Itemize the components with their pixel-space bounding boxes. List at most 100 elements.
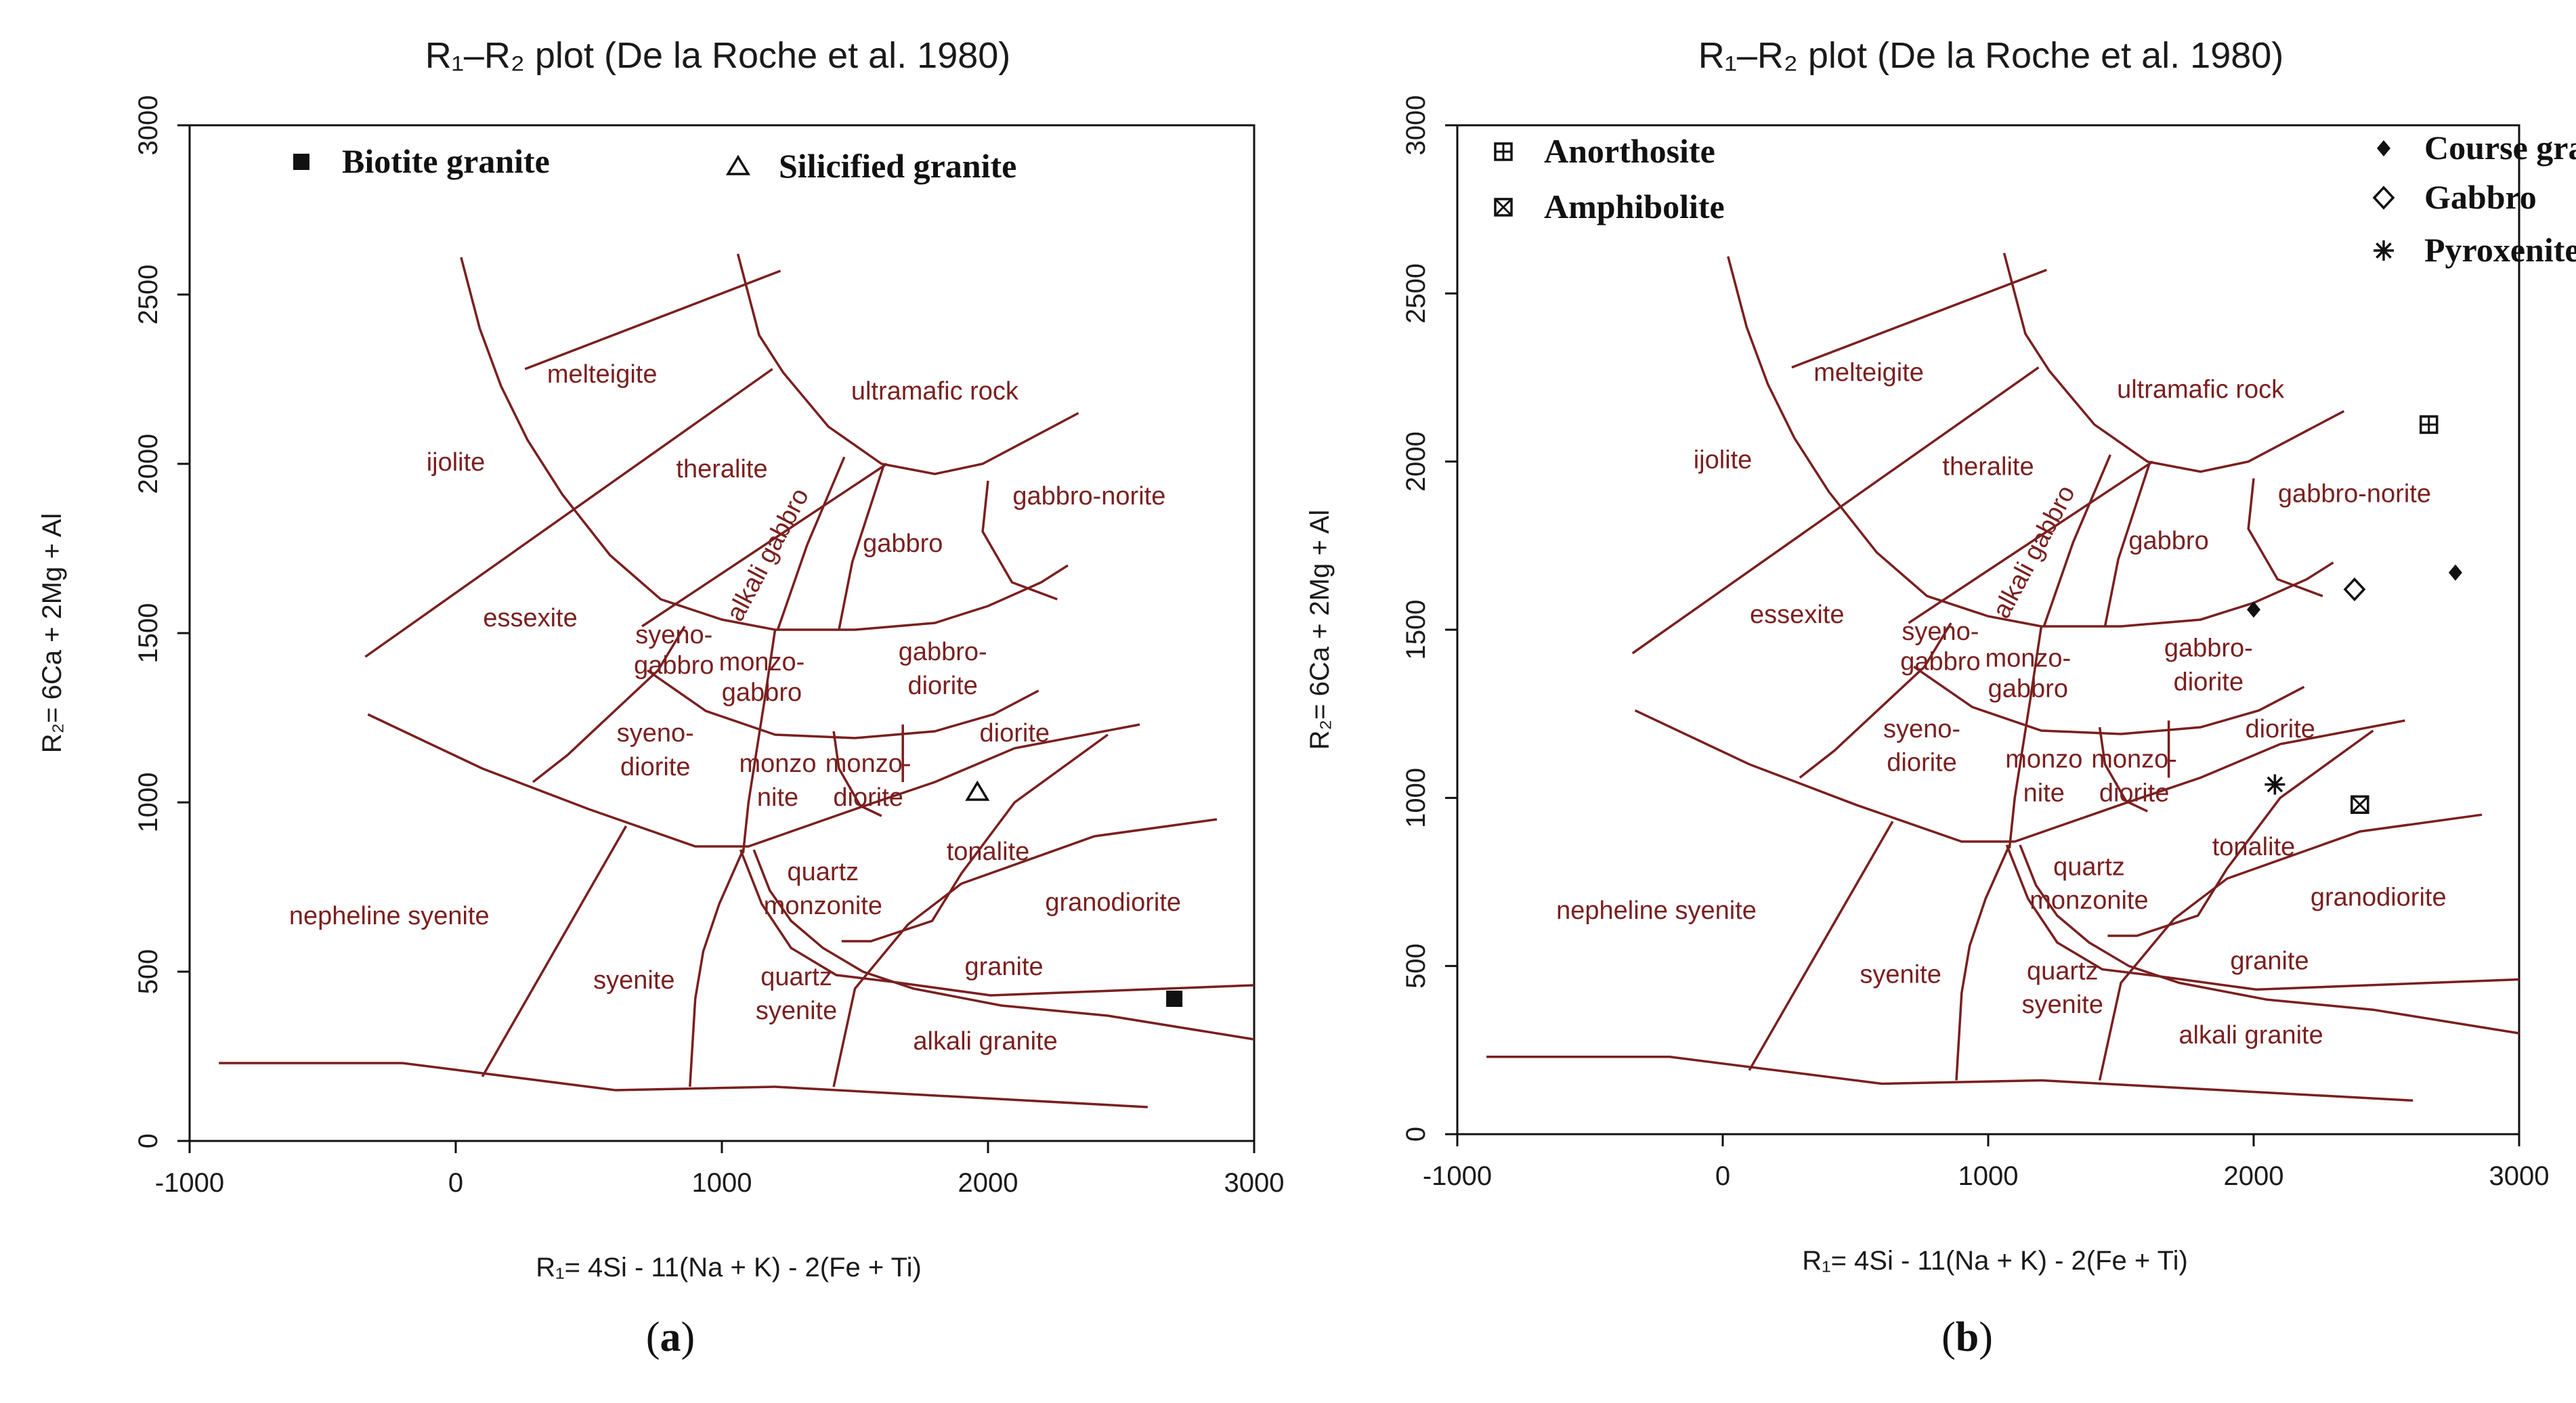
legend-label: Amphibolite xyxy=(1544,188,1725,225)
field-boundary xyxy=(2041,561,2334,628)
x-tick-label: 3000 xyxy=(2489,1161,2550,1191)
field-label: diorite xyxy=(980,719,1050,748)
x-tick-label: 2000 xyxy=(2224,1161,2284,1191)
field-boundary xyxy=(1631,366,2040,655)
legend-label: Anorthosite xyxy=(1544,132,1715,170)
x-tick-label: -1000 xyxy=(155,1168,224,1198)
field-label: monzo xyxy=(739,750,816,778)
x-tick-label: 0 xyxy=(448,1168,463,1198)
data-point xyxy=(965,780,990,801)
legend-label: Biotite granite xyxy=(342,142,550,180)
field-boundary xyxy=(2107,729,2374,937)
field-label: ijolite xyxy=(427,448,486,477)
field-label: nepheline syenite xyxy=(1556,897,1757,925)
field-boundary xyxy=(2005,844,2520,991)
field-label: syeno- xyxy=(1883,715,1960,743)
field-label: syeno- xyxy=(1902,618,1979,646)
data-point xyxy=(2419,415,2439,434)
field-label: granite xyxy=(964,953,1043,981)
field-label: quartz xyxy=(760,963,832,991)
x-tick-label: 1000 xyxy=(1958,1161,2019,1191)
legend-marker xyxy=(1494,198,1513,217)
field-label: diorite xyxy=(620,753,691,781)
field-boundary xyxy=(532,626,686,783)
field-boundary xyxy=(364,368,773,658)
field-label: gabbro xyxy=(722,678,802,707)
field-boundary xyxy=(641,462,888,628)
field-boundary xyxy=(2103,461,2151,627)
field-label: theralite xyxy=(676,455,767,483)
field-label: gabbro xyxy=(634,651,714,680)
legend-label: Silicified granite xyxy=(779,147,1016,185)
panel-label: (b) xyxy=(1941,1314,1993,1360)
field-boundary xyxy=(838,463,886,630)
field-boundary xyxy=(752,849,1255,1041)
x-axis-label: R₁= 4Si - 11(Na + K) - 2(Fe + Ti) xyxy=(536,1253,922,1282)
field-label: syenite xyxy=(756,997,837,1025)
field-label: alkali granite xyxy=(2178,1021,2323,1050)
field-label: granodiorite xyxy=(1045,888,1181,917)
y-tick-label: 1000 xyxy=(1401,768,1431,828)
field-label: alkali granite xyxy=(913,1027,1057,1056)
y-tick-label: 2000 xyxy=(133,434,163,494)
field-boundary xyxy=(481,825,628,1077)
field-label: gabbro xyxy=(863,530,943,558)
field-boundaries xyxy=(219,253,1255,1108)
field-label: theralite xyxy=(1942,453,2034,481)
field-label: ultramafic rock xyxy=(851,377,1019,406)
data-point xyxy=(1166,991,1183,1007)
field-label: syeno- xyxy=(617,719,694,748)
field-label: gabbro- xyxy=(2164,634,2253,663)
legend-label: Course grained Amphibolite xyxy=(2424,129,2576,167)
field-boundary xyxy=(981,480,1058,601)
field-label: quartz xyxy=(2053,853,2125,882)
data-point xyxy=(2343,577,2366,601)
field-label: ultramafic rock xyxy=(2117,375,2285,404)
chart-title: R₁–R₂ plot (De la Roche et al. 1980) xyxy=(425,35,1011,76)
field-boundary xyxy=(2002,253,2345,473)
marker-cross xyxy=(2350,796,2369,814)
field-boundary xyxy=(2247,478,2323,597)
legend-marker xyxy=(1494,142,1513,161)
y-axis-label: R₂= 6Ca + 2Mg + Al xyxy=(37,513,67,754)
field-label: nite xyxy=(2023,779,2065,807)
field-label: nite xyxy=(757,783,798,812)
field-boundary xyxy=(832,818,1218,1087)
y-tick-label: 2500 xyxy=(1401,263,1431,324)
field-label: monzo- xyxy=(2091,746,2177,774)
legend-marker xyxy=(725,154,751,175)
panel-b: R₁–R₂ plot (De la Roche et al. 1980) -100… xyxy=(1305,35,2576,1360)
x-tick-label: -1000 xyxy=(1423,1161,1492,1191)
y-tick-label: 1500 xyxy=(1401,600,1431,660)
field-label: gabbro-norite xyxy=(2278,479,2431,508)
field-boundary xyxy=(1908,460,2153,624)
y-tick-label: 2000 xyxy=(1401,431,1431,492)
field-boundary xyxy=(1791,268,2047,369)
legend-marker xyxy=(2372,186,2395,210)
field-boundary xyxy=(742,629,777,854)
field-label: quartz xyxy=(788,858,859,886)
field-boundary xyxy=(1799,622,1952,779)
field-label: monzo- xyxy=(825,750,911,778)
marker-cross xyxy=(1495,144,1511,160)
field-boundary xyxy=(524,269,781,370)
field-boundary xyxy=(2019,844,2520,1035)
legend-label: Gabbro xyxy=(2424,178,2537,216)
y-tick-label: 500 xyxy=(133,949,163,995)
y-tick-label: 0 xyxy=(133,1134,163,1148)
field-boundary xyxy=(832,731,882,817)
field-label: alkali gabbro xyxy=(1988,481,2081,623)
y-tick-label: 1500 xyxy=(133,603,163,664)
field-label: monzonite xyxy=(2030,886,2148,915)
plot-frame xyxy=(1456,124,2520,1136)
x-tick-label: 2000 xyxy=(958,1168,1018,1198)
plot-frame xyxy=(188,124,1255,1142)
chart-title: R₁–R₂ plot (De la Roche et al. 1980) xyxy=(1698,35,2284,76)
field-boundary xyxy=(1955,844,2011,1081)
data-point xyxy=(2264,774,2285,795)
y-axis-label: R₂= 6Ca + 2Mg + Al xyxy=(1305,510,1335,750)
marker-box xyxy=(1494,198,1513,217)
field-label: monzo- xyxy=(1985,645,2071,673)
legend-marker xyxy=(293,154,309,170)
field-boundary xyxy=(736,253,1079,475)
